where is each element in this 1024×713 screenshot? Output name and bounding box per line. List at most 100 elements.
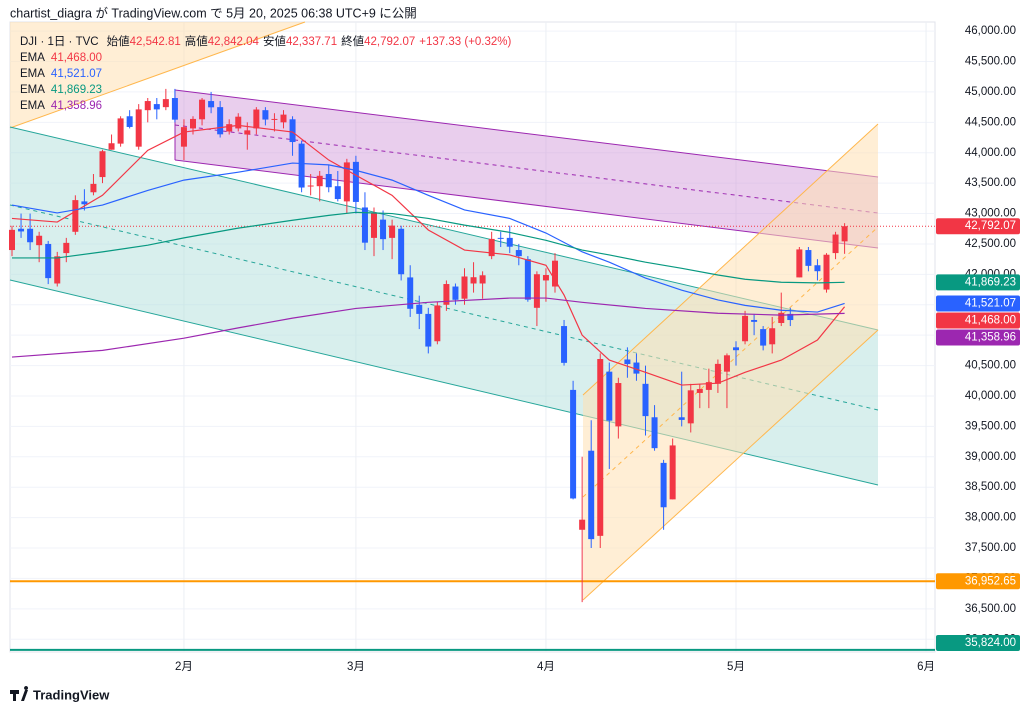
candle-body	[361, 207, 368, 243]
candle-body	[733, 347, 739, 351]
candle-body	[343, 162, 350, 202]
candle-body	[479, 275, 486, 284]
candle-body	[506, 237, 513, 247]
ohlc-value: 42,542.81	[130, 36, 181, 48]
candle-body	[398, 228, 405, 275]
publisher-line: chartist_diagra が TradingView.com で 5月 2…	[10, 5, 417, 20]
candle-body	[280, 114, 287, 123]
price-tag	[936, 329, 1020, 346]
ema-line	[11, 124, 846, 386]
candle-body	[452, 286, 459, 300]
candle-body	[235, 116, 242, 129]
candle-body	[714, 363, 721, 384]
candle-body	[696, 389, 703, 393]
candle-body	[108, 143, 115, 150]
y-tick-label: 43,500.00	[965, 177, 1016, 189]
candle-body	[54, 256, 61, 284]
channel-line	[9, 21, 306, 129]
price-tag-label: 36,952.65	[965, 575, 1016, 587]
price-tag-label: 41,468.00	[965, 315, 1016, 327]
candle-body	[787, 313, 794, 321]
legend-entry: EMA 41,521.07	[20, 68, 102, 80]
candle-body	[262, 110, 269, 120]
candle-body	[796, 249, 803, 278]
candle-body	[416, 304, 423, 314]
legend-name: EMA	[20, 68, 45, 80]
candle-body	[162, 99, 169, 108]
candle-body	[271, 118, 278, 120]
y-tick-label: 38,500.00	[965, 481, 1016, 493]
candle-body	[624, 359, 631, 365]
price-tag	[936, 274, 1020, 291]
candle-body	[579, 519, 586, 530]
candle-body	[841, 226, 848, 242]
candle-body	[524, 259, 531, 300]
legend-name: EMA	[20, 52, 45, 64]
candle-body	[18, 228, 25, 232]
candle-body	[81, 201, 88, 205]
price-tag	[936, 635, 1020, 651]
candle-body	[90, 183, 97, 193]
y-tick-label: 37,500.00	[965, 542, 1016, 554]
candle-body	[117, 118, 124, 144]
brand-name: TradingView	[33, 687, 110, 702]
ema-line	[12, 211, 845, 284]
ohlc-name: 安値	[263, 34, 286, 48]
candle-body	[217, 107, 224, 135]
candle-body	[9, 229, 15, 251]
candle-body	[687, 390, 694, 424]
legend-value: 41,358.96	[51, 100, 102, 112]
legend-value: 41,468.00	[51, 52, 102, 64]
candle-body	[660, 462, 667, 508]
price-tag-label: 41,358.96	[965, 332, 1016, 344]
candle-body	[588, 450, 595, 540]
y-tick-label: 44,000.00	[965, 147, 1016, 159]
candle-body	[316, 175, 323, 187]
ohlc-name: 高値	[185, 34, 208, 48]
candle-body	[615, 383, 622, 427]
candle-body	[253, 109, 260, 129]
x-tick-label: 3月	[347, 661, 365, 673]
candle-body	[633, 362, 640, 374]
candle-body	[760, 329, 767, 346]
brand: TradingView	[10, 686, 110, 702]
candle-body	[389, 225, 396, 238]
candle-body	[63, 242, 70, 254]
price-tag	[936, 312, 1020, 329]
candle-body	[371, 213, 377, 238]
price-tag	[936, 573, 1020, 590]
legend-name: EMA	[20, 100, 45, 112]
candle-body	[199, 99, 206, 120]
candle-body	[597, 359, 604, 536]
candle-body	[434, 305, 441, 342]
channel-mid	[174, 124, 879, 214]
candle-body	[325, 174, 332, 188]
channel-fill	[583, 124, 878, 600]
candle-body	[407, 277, 414, 309]
candle-body	[208, 101, 215, 108]
candle-body	[298, 143, 305, 188]
candle-body	[425, 313, 432, 347]
candle-body	[705, 382, 712, 390]
candle-body	[289, 119, 296, 143]
price-tag-label: 35,824.00	[965, 637, 1016, 649]
channel-mid	[582, 226, 879, 498]
candle-body	[470, 277, 477, 284]
candle-body	[497, 237, 504, 239]
candle-body	[45, 243, 52, 279]
candle-body	[226, 124, 233, 132]
y-tick-label: 42,500.00	[965, 238, 1016, 250]
candle-body	[533, 274, 540, 308]
candle-body	[832, 234, 839, 254]
legend-entry: EMA 41,869.23	[20, 84, 102, 96]
candle-body	[778, 312, 785, 324]
candle-body	[244, 130, 251, 135]
price-tag	[936, 295, 1020, 312]
candle-body	[135, 109, 142, 147]
candle-body	[542, 275, 549, 281]
legend-value: 41,521.07	[51, 68, 102, 80]
candle-body	[352, 161, 359, 202]
candle-body	[814, 265, 821, 272]
legend-entry: EMA 41,358.96	[20, 100, 102, 112]
x-tick-label: 2月	[175, 661, 193, 673]
